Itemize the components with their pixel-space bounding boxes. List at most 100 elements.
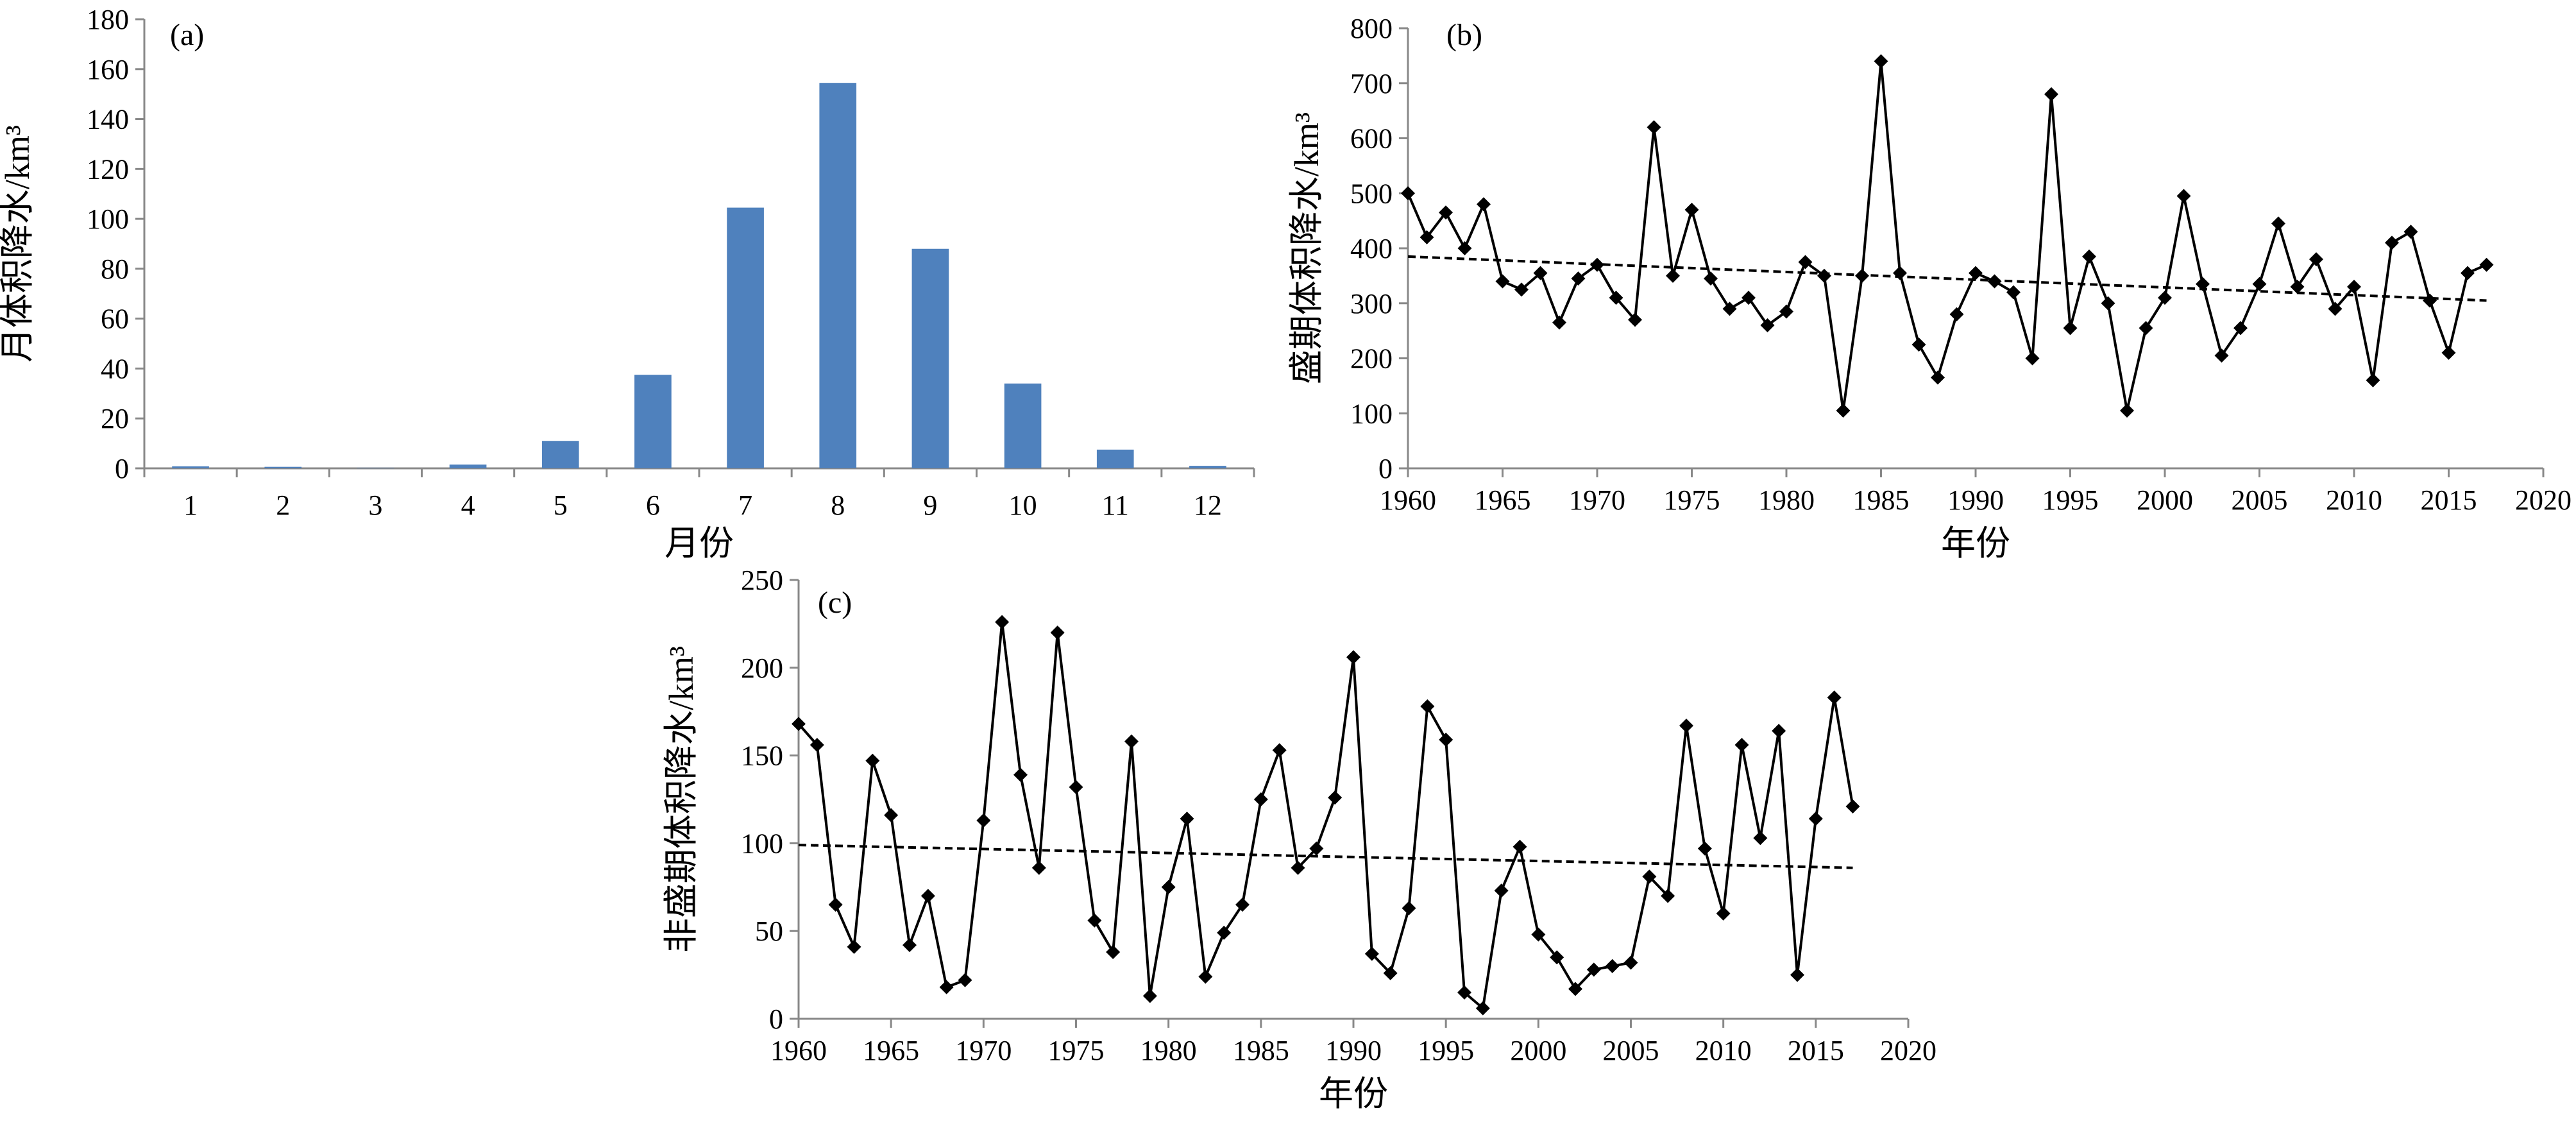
y-axis-title: 盛期体积降水/km³ xyxy=(1287,112,1326,384)
chart-c: 0 50 100 150 200 250 1960 1965 1970 1975 1980 1985 1… xyxy=(662,565,1936,1113)
point-1968 xyxy=(1552,315,1566,330)
x-tick-label: 2010 xyxy=(1695,1035,1752,1066)
x-tick-label: 1985 xyxy=(1853,484,1910,516)
point-1971 xyxy=(1609,291,1623,305)
point-2012 xyxy=(2385,235,2399,250)
point-1970 xyxy=(1590,257,1604,272)
point-1987 xyxy=(1291,860,1305,875)
point-1994 xyxy=(1420,699,1435,713)
y-tick-label: 500 xyxy=(1350,178,1393,209)
x-tick-label: 1970 xyxy=(1569,484,1625,516)
x-tick-label: 1995 xyxy=(1418,1035,1474,1066)
point-2014 xyxy=(1790,967,1804,982)
point-1990 xyxy=(1346,650,1360,665)
point-1967 xyxy=(920,889,935,903)
bar-month-6 xyxy=(634,375,672,468)
x-tick-label: 6 xyxy=(646,490,660,521)
x-tick-label: 3 xyxy=(368,490,382,521)
y-tick-label: 100 xyxy=(87,203,129,235)
point-1979 xyxy=(1142,989,1157,1003)
x-tick-label: 10 xyxy=(1009,490,1037,521)
point-2003 xyxy=(1586,962,1601,977)
point-2017 xyxy=(1845,799,1860,813)
point-1993 xyxy=(1402,901,1416,915)
point-2013 xyxy=(2403,225,2418,239)
point-1981 xyxy=(1180,812,1194,826)
y-tick-label: 0 xyxy=(115,453,129,484)
point-1988 xyxy=(1931,370,1945,385)
point-1995 xyxy=(2063,321,2078,336)
bar-month-4 xyxy=(449,464,487,468)
y-tick-label: 20 xyxy=(101,403,129,434)
y-tick-label: 80 xyxy=(101,253,129,285)
point-1963 xyxy=(847,939,861,954)
x-tick-label: 5 xyxy=(554,490,568,521)
point-1962 xyxy=(828,898,843,912)
y-tick-label: 120 xyxy=(87,153,129,185)
bar-month-1 xyxy=(172,466,209,468)
x-tick-label: 1965 xyxy=(1475,484,1531,516)
y-tick-label: 50 xyxy=(755,915,783,947)
point-1960 xyxy=(792,717,806,731)
point-2010 xyxy=(1716,906,1731,921)
point-1970 xyxy=(976,813,991,828)
point-1989 xyxy=(1328,790,1343,805)
x-tick-label: 1995 xyxy=(2042,484,2099,516)
point-2010 xyxy=(2347,280,2361,294)
point-1980 xyxy=(1161,880,1176,894)
x-tick-label: 11 xyxy=(1102,490,1129,521)
point-1998 xyxy=(2120,403,2134,418)
x-axis-title: 年份 xyxy=(1941,524,2010,563)
panel-label: (c) xyxy=(818,586,852,620)
point-2003 xyxy=(2214,348,2229,363)
x-tick-label: 2020 xyxy=(2515,484,2572,516)
point-1971 xyxy=(995,615,1010,629)
y-axis-title: 非盛期体积降水/km³ xyxy=(662,646,700,953)
x-tick-label: 1990 xyxy=(1325,1035,1382,1066)
x-tick-label: 12 xyxy=(1194,490,1222,521)
x-tick-label: 2005 xyxy=(2232,484,2288,516)
x-tick-label: 1975 xyxy=(1048,1035,1105,1066)
bar-month-9 xyxy=(911,248,949,468)
point-2008 xyxy=(2309,252,2323,267)
x-tick-label: 4 xyxy=(461,490,475,521)
bar-month-10 xyxy=(1004,383,1042,468)
point-1961 xyxy=(1419,230,1434,244)
bar-month-5 xyxy=(541,441,579,468)
point-1998 xyxy=(1494,883,1509,898)
point-1979 xyxy=(1760,318,1775,333)
point-1978 xyxy=(1124,734,1139,749)
y-tick-label: 0 xyxy=(769,1003,783,1035)
y-tick-label: 200 xyxy=(741,652,783,684)
point-2016 xyxy=(1827,690,1842,705)
x-tick-label: 1 xyxy=(183,490,198,521)
point-1992 xyxy=(1383,966,1398,980)
x-tick-label: 2015 xyxy=(2421,484,2477,516)
point-1974 xyxy=(1666,268,1680,283)
point-1983 xyxy=(1836,403,1851,418)
x-tick-label: 2020 xyxy=(1880,1035,1936,1066)
point-1980 xyxy=(1779,304,1793,319)
point-1973 xyxy=(1031,860,1046,875)
point-1975 xyxy=(1069,779,1083,794)
y-tick-label: 800 xyxy=(1350,13,1393,44)
y-tick-label: 60 xyxy=(101,303,129,335)
point-1977 xyxy=(1722,302,1737,316)
point-1999 xyxy=(1513,839,1527,854)
y-tick-label: 140 xyxy=(87,104,129,135)
point-2014 xyxy=(2423,293,2437,308)
point-2006 xyxy=(1642,869,1657,884)
point-1989 xyxy=(1949,307,1964,321)
y-tick-label: 200 xyxy=(1350,343,1393,375)
y-tick-label: 600 xyxy=(1350,123,1393,155)
point-1982 xyxy=(1817,268,1831,283)
point-1974 xyxy=(1050,626,1065,640)
point-2001 xyxy=(2176,189,2191,203)
point-1985 xyxy=(1874,54,1888,69)
point-1999 xyxy=(2139,321,2153,336)
point-1995 xyxy=(1439,732,1453,747)
x-tick-label: 1960 xyxy=(1380,484,1436,516)
point-1997 xyxy=(1475,1001,1490,1016)
